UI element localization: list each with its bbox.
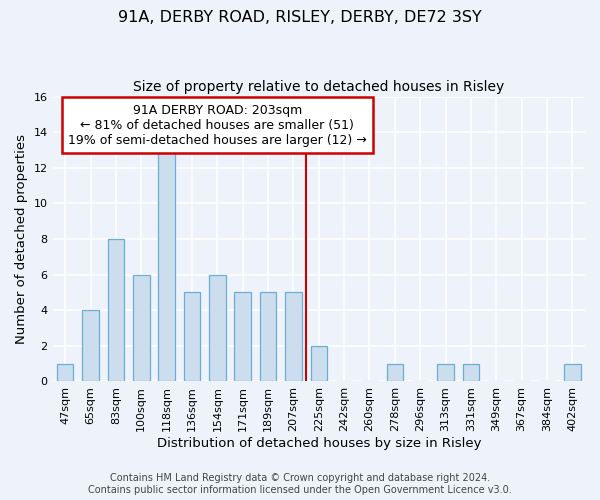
Bar — [107, 239, 124, 382]
X-axis label: Distribution of detached houses by size in Risley: Distribution of detached houses by size … — [157, 437, 481, 450]
Text: 91A, DERBY ROAD, RISLEY, DERBY, DE72 3SY: 91A, DERBY ROAD, RISLEY, DERBY, DE72 3SY — [118, 10, 482, 25]
Bar — [133, 274, 149, 382]
Bar — [311, 346, 327, 382]
Bar — [260, 292, 277, 382]
Bar — [158, 150, 175, 382]
Y-axis label: Number of detached properties: Number of detached properties — [15, 134, 28, 344]
Bar — [564, 364, 581, 382]
Text: Contains HM Land Registry data © Crown copyright and database right 2024.
Contai: Contains HM Land Registry data © Crown c… — [88, 474, 512, 495]
Bar — [285, 292, 302, 382]
Title: Size of property relative to detached houses in Risley: Size of property relative to detached ho… — [133, 80, 505, 94]
Bar — [209, 274, 226, 382]
Bar — [184, 292, 200, 382]
Bar — [386, 364, 403, 382]
Bar — [235, 292, 251, 382]
Text: 91A DERBY ROAD: 203sqm
← 81% of detached houses are smaller (51)
19% of semi-det: 91A DERBY ROAD: 203sqm ← 81% of detached… — [68, 104, 367, 146]
Bar — [82, 310, 99, 382]
Bar — [437, 364, 454, 382]
Bar — [463, 364, 479, 382]
Bar — [57, 364, 73, 382]
